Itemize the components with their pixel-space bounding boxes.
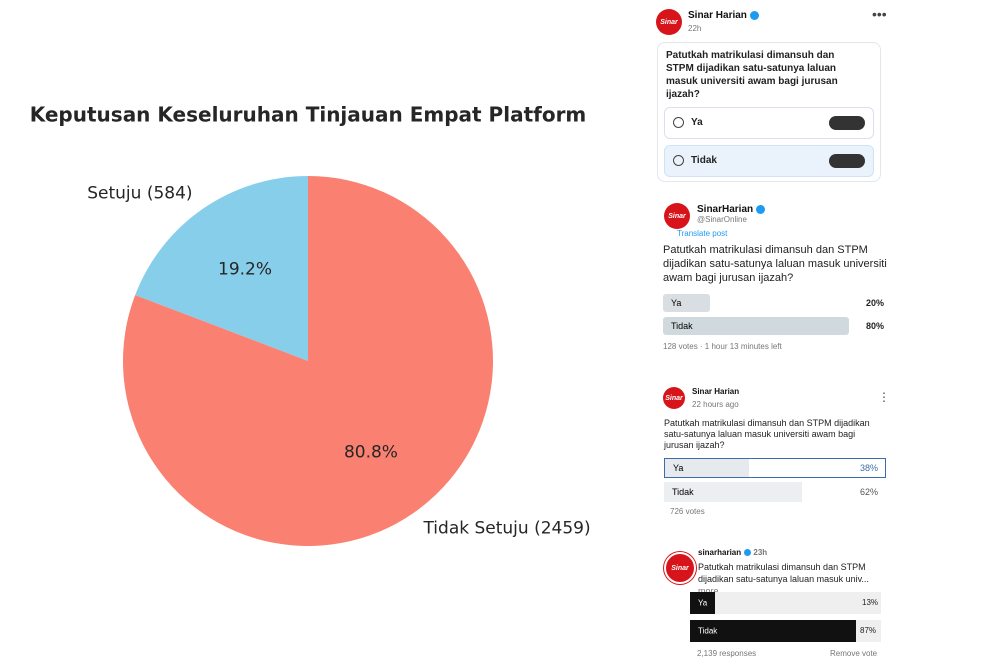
option-label: Tidak [691, 155, 717, 166]
bar-track: Ya [663, 294, 896, 312]
source-name: Sinar Harian [688, 10, 747, 21]
bar [665, 459, 749, 477]
remove-vote[interactable]: Remove vote [830, 649, 878, 658]
percent: 80% [866, 321, 885, 331]
source-name: SinarHarian [697, 204, 754, 215]
bar-track: Tidak [663, 317, 896, 335]
option-label: Ya [673, 463, 684, 473]
pie-chart: Keputusan Keseluruhan Tinjauan Empat Pla… [30, 103, 591, 546]
bar-track: Ya [664, 458, 886, 478]
bar-track: Ya [690, 592, 881, 614]
menu[interactable]: ••• [872, 6, 887, 22]
slice-label: Tidak Setuju (2459) [422, 519, 590, 539]
option-label: Ya [671, 298, 682, 308]
translate[interactable]: Translate post [677, 229, 728, 238]
option-label: Ya [698, 598, 708, 608]
more[interactable]: more [698, 586, 719, 596]
percent: 20% [866, 298, 885, 308]
option-label: Tidak [671, 321, 693, 331]
percent: 87% [860, 626, 877, 635]
bar-track: Tidak [664, 482, 886, 502]
question: Patutkah matrikulasi dimansuh dan STPM d… [698, 561, 888, 597]
bar [690, 592, 715, 614]
source-name: sinarharian [698, 548, 742, 557]
source: sinarharian 23h [698, 548, 767, 557]
footer: 128 votes · 1 hour 13 minutes left [663, 342, 782, 351]
option-label: Tidak [698, 626, 718, 636]
percent: 38% [860, 463, 879, 473]
time: 23h [753, 548, 768, 557]
source: Sinar Harian [688, 10, 759, 21]
source: SinarHarian [697, 204, 766, 215]
logo: Sinar [656, 9, 682, 35]
handle: @SinarOnline [697, 215, 747, 224]
time: 22 hours ago [692, 400, 739, 409]
logo: Sinar [663, 387, 685, 409]
option-label: Ya [691, 117, 703, 128]
time: 22h [688, 24, 702, 33]
option[interactable]: Tidak [664, 145, 874, 177]
bar-track: Tidak [690, 620, 881, 642]
question-text: Patutkah matrikulasi dimansuh dan STPM d… [698, 562, 869, 584]
question: Patutkah matrikulasi dimansuh dan STPM d… [663, 244, 887, 284]
percent: 13% [862, 598, 879, 607]
slice-label: Setuju (584) [87, 183, 192, 203]
logo: Sinar [664, 203, 690, 229]
bar [690, 620, 857, 642]
question: Patutkah matrikulasi dimansuh dan STPM d… [666, 50, 838, 100]
question: Patutkah matrikulasi dimansuh dan STPM d… [664, 418, 870, 450]
bar [663, 294, 710, 312]
source: Sinar Harian [692, 387, 740, 396]
footer: 726 votes [670, 507, 705, 516]
chart-title: Keputusan Keseluruhan Tinjauan Empat Pla… [30, 103, 587, 127]
percent: 62% [860, 487, 879, 497]
poll-card: Patutkah matrikulasi dimansuh dan STPM d… [657, 42, 881, 182]
pie-slice [135, 176, 308, 361]
logo: Sinar [664, 552, 696, 584]
option-label: Tidak [672, 487, 694, 497]
footer: 2,139 responses [697, 649, 757, 658]
percent-label: 80.8% [344, 442, 398, 462]
menu[interactable]: ⋮ [878, 390, 890, 404]
poll-screenshots: Sinar Sinar Harian 22h ••• Patutkah matr… [640, 0, 1000, 670]
percent-label: 19.2% [218, 260, 272, 280]
bar [664, 482, 802, 502]
option[interactable]: Ya [664, 107, 874, 139]
bar [663, 317, 850, 335]
pie-slice [123, 176, 494, 546]
